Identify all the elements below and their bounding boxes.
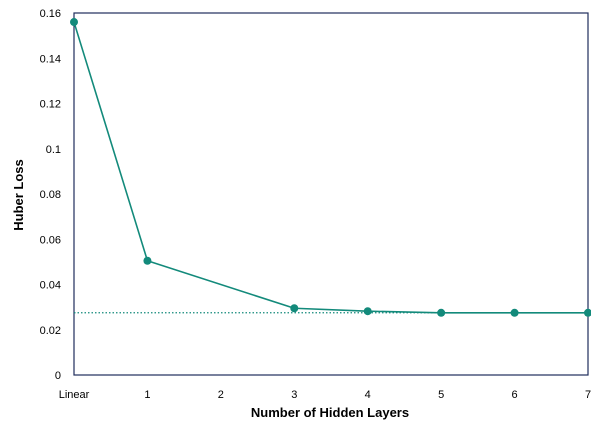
plot-area xyxy=(73,12,589,376)
y-tick-label: 0 xyxy=(55,370,61,382)
data-point xyxy=(290,304,299,313)
y-tick-label: 0.08 xyxy=(40,189,61,201)
series-line-layer xyxy=(73,21,588,314)
x-tick-label: 7 xyxy=(585,389,591,401)
x-tick-label: 2 xyxy=(218,389,224,401)
data-point xyxy=(510,308,519,317)
x-axis-ticks: Linear 1 2 3 4 5 6 7 xyxy=(59,389,591,401)
x-tick-label: 5 xyxy=(438,389,444,401)
x-tick-label: 3 xyxy=(291,389,297,401)
series-line xyxy=(73,21,588,314)
y-axis-ticks: 0 0.02 0.04 0.06 0.08 0.1 0.12 0.14 0.16 xyxy=(40,8,61,382)
y-tick-label: 0.04 xyxy=(40,280,61,292)
y-tick-label: 0.12 xyxy=(40,99,61,111)
data-point xyxy=(70,18,78,27)
y-tick-label: 0.02 xyxy=(40,325,61,337)
x-tick-label: Linear xyxy=(59,389,90,401)
y-tick-label: 0.16 xyxy=(40,8,61,20)
data-point xyxy=(584,308,591,317)
data-point xyxy=(437,308,446,317)
y-tick-label: 0.1 xyxy=(46,144,61,156)
x-tick-label: 4 xyxy=(365,389,371,401)
y-tick-label: 0.14 xyxy=(40,53,61,65)
data-point xyxy=(363,307,372,316)
y-axis-title: Huber Loss xyxy=(11,159,26,231)
plot-frame xyxy=(73,12,589,376)
x-tick-label: 1 xyxy=(144,389,150,401)
x-tick-label: 6 xyxy=(512,389,518,401)
y-tick-label: 0.06 xyxy=(40,234,61,246)
data-points-layer xyxy=(70,18,591,317)
x-axis-title: Number of Hidden Layers xyxy=(251,405,409,420)
data-point xyxy=(143,256,152,265)
